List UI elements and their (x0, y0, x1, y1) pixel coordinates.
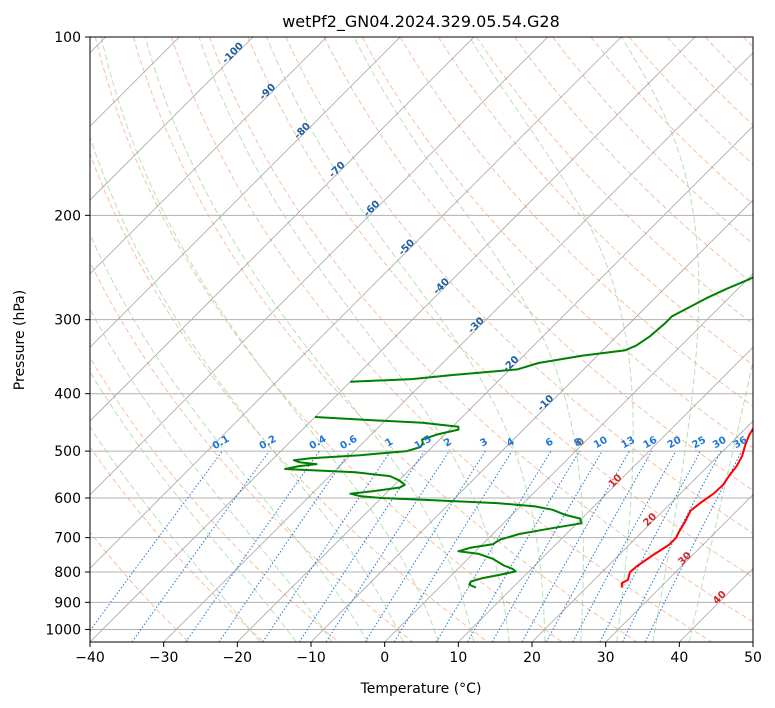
moist-adiabats (90, 37, 753, 642)
y-axis-label: Pressure (hPa) (12, 290, 28, 390)
mixing-ratio-label: 1 (384, 436, 396, 449)
y-tick-label: 1000 (45, 622, 81, 638)
x-tick-label: 50 (744, 650, 762, 666)
x-tick-label: 40 (670, 650, 688, 666)
temperature-profile-line (620, 426, 753, 588)
dry-adiabat-line (514, 37, 753, 285)
mixing-ratio-line (185, 450, 320, 642)
plot-area: -100-90-80-70-60-50-40-30-20-10010203040… (90, 37, 753, 642)
mixing-ratio-line (325, 450, 450, 642)
y-tick-label: 400 (54, 387, 81, 403)
x-axis-ticks: −40 −30 −20 −10 0 10 20 30 40 50 (75, 642, 762, 666)
dewpoint-profile-line (284, 416, 583, 589)
x-tick-label: −40 (75, 650, 105, 666)
y-tick-label: 200 (54, 208, 81, 224)
y-tick-label: 700 (54, 531, 81, 547)
mixing-ratio-line (644, 450, 743, 642)
moist-adiabat-line (353, 37, 584, 642)
x-tick-label: 30 (597, 650, 615, 666)
isotherm-line (90, 37, 401, 348)
mixing-ratio-line (262, 450, 392, 642)
moist-adiabat-line (90, 370, 297, 642)
mixing-ratio-line (364, 450, 486, 642)
y-tick-label: 300 (54, 313, 81, 329)
mixing-ratio-line (521, 450, 630, 642)
moist-adiabat-line (90, 426, 261, 642)
dry-adiabat-line (552, 37, 753, 245)
x-tick-label: 20 (523, 650, 541, 666)
isotherm-line (384, 273, 753, 642)
profile-series (284, 276, 753, 589)
moist-adiabat-line (620, 37, 700, 642)
isotherms (90, 37, 753, 642)
mixing-ratio-line (393, 450, 513, 642)
isotherm-line (458, 346, 753, 642)
isotherm-line (90, 37, 475, 422)
mixing-ratio-label: 3 (478, 436, 490, 449)
isotherm-line (90, 37, 254, 201)
plot-frame (89, 36, 754, 643)
mixing-ratio-label: 8 (572, 436, 584, 449)
dry-adiabat-line (209, 37, 753, 623)
x-tick-label: −10 (296, 650, 326, 666)
chart-title: wetPf2_GN04.2024.329.05.54.G28 (282, 12, 560, 32)
x-tick-label: −20 (223, 650, 253, 666)
mixing-ratio-line (545, 450, 653, 642)
isotherm-line (237, 125, 753, 642)
y-tick-label: 800 (54, 565, 81, 581)
moist-adiabat-line (688, 358, 753, 642)
mixing-ratio-line (621, 450, 722, 642)
isotherm-line (90, 37, 548, 496)
dry-adiabat-line (90, 260, 414, 642)
mixing-ratio-line (131, 450, 270, 642)
mixing-ratio-line (298, 450, 425, 642)
moist-adiabat-line (266, 37, 546, 642)
dry-adiabat-line (399, 37, 753, 407)
pressure-gridlines (90, 37, 753, 630)
y-tick-label: 900 (54, 595, 81, 611)
isotherm-line (310, 199, 753, 642)
mixing-ratio-line (90, 450, 223, 632)
y-axis-ticks: 100 200 300 400 500 600 700 800 900 1000 (45, 30, 90, 638)
dry-adiabat-line (323, 37, 753, 491)
y-tick-label: 100 (54, 30, 81, 46)
dry-adiabat-line (247, 37, 753, 578)
dry-adiabat-line (285, 37, 753, 535)
isotherm-line (90, 37, 622, 569)
dry-adiabat-line (171, 37, 712, 642)
mixing-ratio-line (435, 450, 552, 642)
mixing-ratio-line (218, 450, 351, 642)
mixing-ratio-label: 2 (442, 436, 454, 449)
isotherm-line (163, 52, 753, 642)
mixing-ratio-line (572, 450, 677, 642)
x-tick-label: 10 (449, 650, 467, 666)
mixing-ratio-label: 4 (505, 436, 517, 449)
x-tick-label: −30 (149, 650, 179, 666)
mixing-ratio-label: 6 (544, 436, 556, 449)
moist-adiabat-line (90, 232, 369, 642)
y-tick-label: 500 (54, 444, 81, 460)
isotherm-line (605, 494, 753, 642)
moist-adiabat-line (469, 37, 634, 642)
dry-adiabat-line (94, 37, 563, 642)
dry-adiabat-line (90, 446, 264, 642)
moist-adiabat-line (144, 37, 475, 642)
moist-adiabat-line (100, 37, 439, 642)
x-tick-label: 0 (380, 650, 389, 666)
isotherm-line (531, 420, 753, 642)
y-tick-label: 600 (54, 491, 81, 507)
isotherm-line (90, 37, 327, 275)
moist-adiabat-line (198, 37, 510, 642)
isotherm-line (90, 37, 696, 642)
dewpoint-profile-line (350, 276, 753, 383)
x-axis-label: Temperature (°C) (360, 681, 482, 697)
dry-adiabat-line (437, 37, 753, 366)
moist-adiabat-line (90, 135, 404, 642)
dry-adiabat-line (628, 37, 753, 166)
